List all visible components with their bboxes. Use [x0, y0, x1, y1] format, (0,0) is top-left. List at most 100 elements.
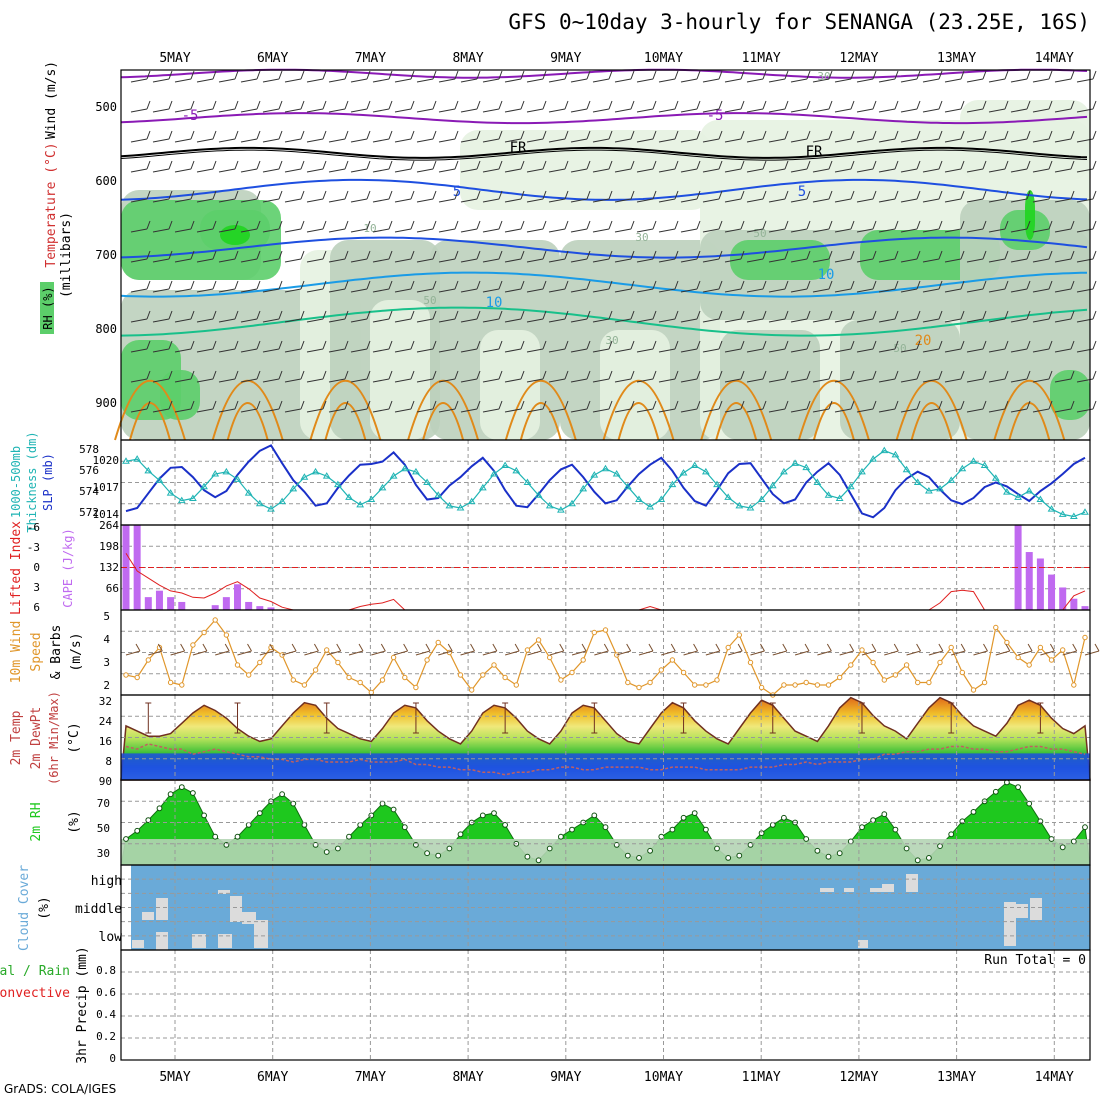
wind-barb — [1054, 70, 1075, 83]
wind-barb — [1032, 100, 1053, 113]
wind-barb — [570, 310, 591, 323]
cloud-block — [882, 884, 894, 892]
precip-tick: 0.8 — [96, 964, 116, 977]
wind-barb — [372, 160, 393, 173]
thickness-marker — [724, 493, 733, 500]
wind-barb — [240, 370, 261, 383]
wind-barb — [988, 100, 1009, 113]
thickness-marker — [244, 489, 253, 496]
wind-barb — [658, 400, 679, 413]
wind-barb — [482, 400, 503, 413]
wind-barb — [262, 250, 283, 263]
rh-marker — [1026, 800, 1033, 807]
temp-minmax-bar — [145, 702, 152, 734]
wind-barb — [218, 400, 239, 413]
wind-barb — [922, 340, 943, 353]
wind-barb — [394, 100, 415, 113]
thickness-marker — [802, 463, 811, 471]
wind-barb — [944, 280, 965, 293]
wind-barb — [240, 130, 261, 143]
wind-speed-marker — [190, 642, 196, 648]
wind-barb — [768, 370, 789, 383]
wind-barb — [482, 370, 503, 383]
wind-barb — [152, 100, 173, 113]
rh-marker — [747, 842, 754, 848]
wind-barb — [834, 190, 855, 203]
wind-barb — [724, 310, 745, 323]
wind-barb — [504, 70, 525, 83]
wind-barb — [746, 130, 767, 143]
wind-barb — [504, 250, 525, 263]
rh-marker — [491, 810, 497, 816]
wind-barb — [636, 250, 657, 263]
wind-speed-marker — [1048, 657, 1055, 663]
wind-barb-10m — [460, 643, 475, 656]
wind-barb — [856, 130, 877, 143]
wind-barb — [592, 280, 613, 293]
wind-barb — [504, 100, 525, 113]
wind-barb — [592, 250, 613, 263]
wind-speed-marker — [357, 679, 363, 686]
wind-barb — [438, 130, 459, 143]
wind-barb — [636, 220, 657, 233]
wind-ylabel-unit: (m/s) — [69, 632, 84, 671]
wind-barb — [636, 310, 657, 323]
wind-barb — [350, 280, 371, 293]
wind-barb — [372, 130, 393, 143]
rh-marker — [190, 790, 196, 796]
contour-label: FR — [510, 140, 527, 156]
rh-marker — [992, 788, 999, 795]
rh-marker — [1070, 838, 1077, 845]
thickness-marker — [478, 483, 487, 491]
rh-marker — [602, 824, 609, 831]
wind-barb — [768, 70, 789, 83]
wind-speed-marker — [580, 657, 586, 663]
rh-marker — [357, 822, 364, 828]
wind-barb — [328, 340, 349, 353]
slp-thickness-panel: 578 576 574 572 1020 1017 1014 1000-500mb Thickn… — [9, 431, 1090, 533]
wind-barb — [460, 370, 481, 383]
wind-barb — [966, 190, 987, 203]
wind-barb — [768, 220, 789, 233]
wind-barb — [482, 250, 503, 263]
rh-marker — [256, 810, 263, 816]
wind-barb — [702, 310, 723, 323]
wind-barb — [834, 310, 855, 323]
rh-marker — [145, 817, 152, 823]
contour-label: 50 — [423, 294, 436, 307]
wind-barb — [900, 340, 921, 353]
temp-contour-25 — [422, 402, 465, 441]
date-label-bottom: 7MAY — [355, 1070, 386, 1085]
wind-barb — [570, 220, 591, 233]
precip-panel: 0.8 0.6 0.4 0.2 0 Run Total = 0 Total / Rain Co… — [0, 946, 1090, 1065]
wind-barb — [130, 400, 151, 413]
thickness-marker — [735, 501, 744, 509]
rh-marker — [535, 857, 542, 864]
contour-label: -5 — [182, 108, 199, 124]
wind-speed-marker — [736, 632, 742, 638]
wind-speed-marker — [591, 629, 597, 636]
wind-speed-marker — [636, 684, 642, 691]
wind-barb — [350, 70, 371, 83]
rh-marker — [290, 800, 297, 807]
wind-barb — [746, 70, 767, 83]
wind-barb — [174, 400, 195, 413]
wind-barb — [416, 100, 437, 113]
wind-barb — [856, 160, 877, 173]
precip-tick: 0 — [109, 1052, 116, 1065]
wind-barb — [174, 310, 195, 323]
wind-barb — [504, 340, 525, 353]
wind-barb — [922, 220, 943, 233]
wind-speed-marker — [758, 684, 765, 691]
wind-barb — [944, 100, 965, 113]
wind-speed-marker — [134, 674, 140, 681]
wind-barb — [328, 250, 349, 263]
wind-barb — [284, 280, 305, 293]
li-ylabel: Lifted Index — [9, 521, 24, 615]
thickness-marker — [557, 506, 565, 513]
rh-shade — [1050, 370, 1090, 420]
rh-marker — [546, 845, 553, 852]
wind-barb — [812, 280, 833, 293]
wind-speed-marker — [301, 682, 308, 688]
wind-barb — [218, 190, 239, 203]
